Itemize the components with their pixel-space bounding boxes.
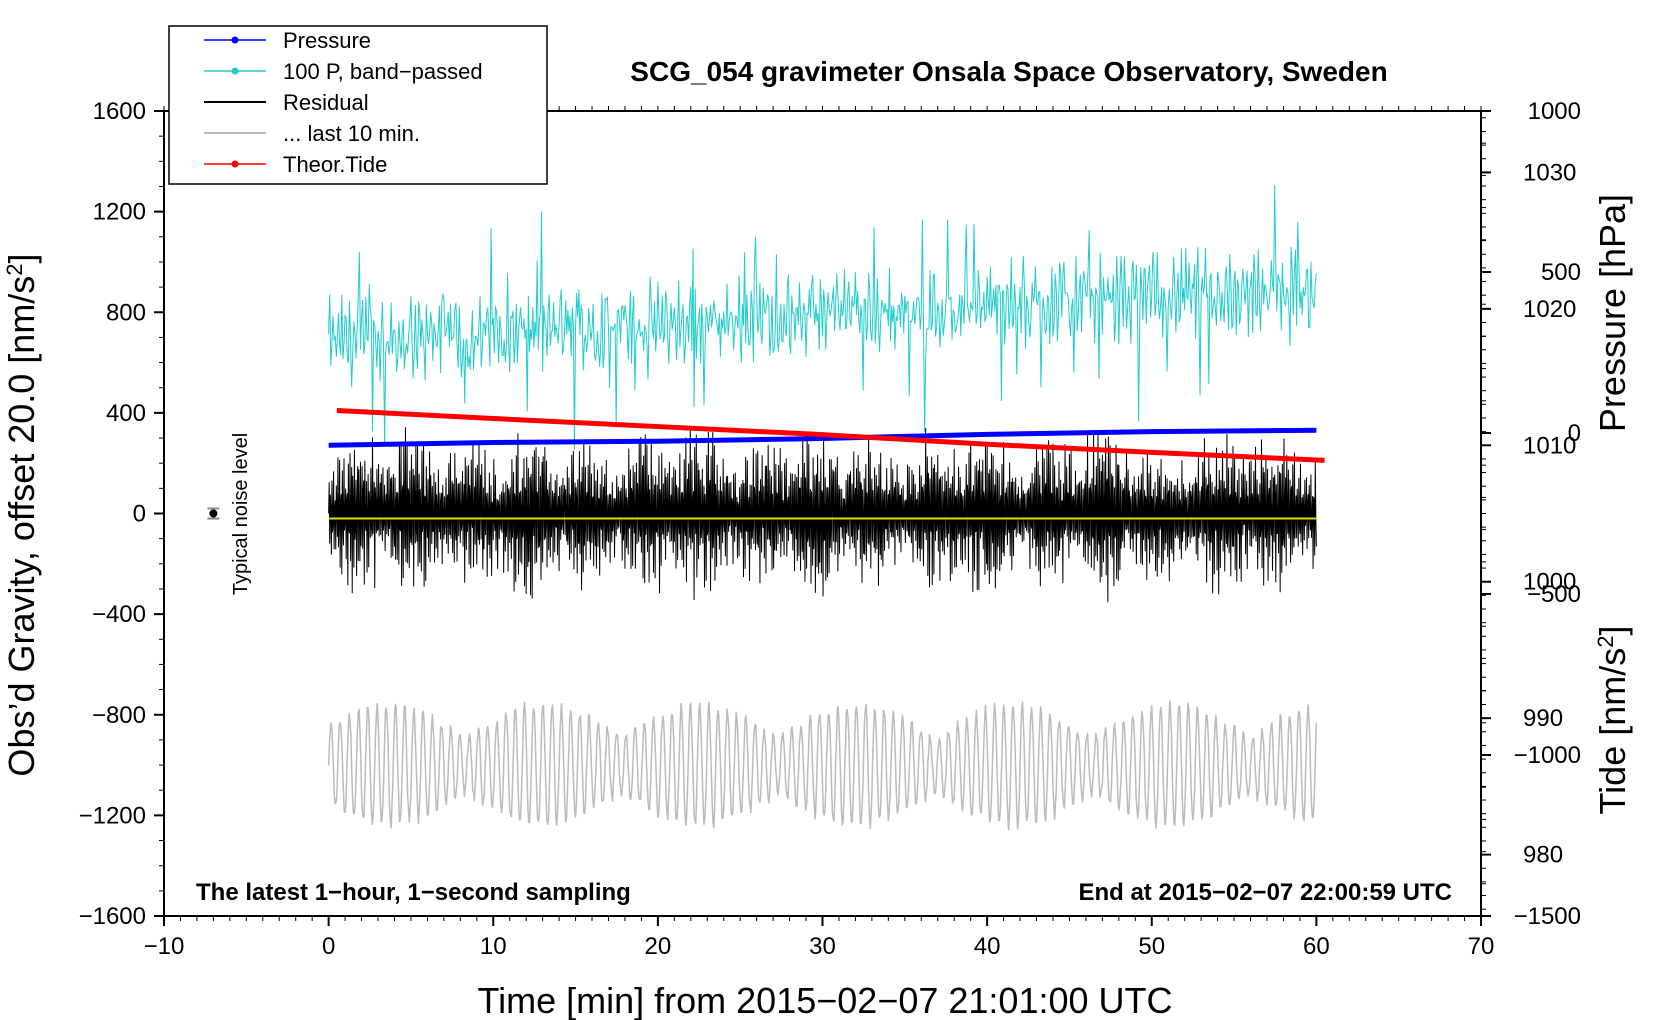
legend-item-theor-tide: Theor.Tide xyxy=(204,152,387,177)
y-tick-label: −400 xyxy=(92,601,146,628)
x-tick-label: 0 xyxy=(322,933,335,960)
x-tick-label: 70 xyxy=(1468,933,1495,960)
series-theor-tide-line xyxy=(336,407,1325,463)
bottom-left-note: The latest 1−hour, 1−second sampling xyxy=(196,879,631,906)
y-tick-label: −800 xyxy=(92,702,146,729)
x-tick-label: 60 xyxy=(1303,933,1330,960)
tide-tick-label: −500 xyxy=(1527,581,1581,608)
legend-label-band-passed: 100 P, band−passed xyxy=(283,59,483,84)
pressure-tick-label: 980 xyxy=(1523,842,1563,869)
axes-layer: −10 0 10 20 30 40 50 60 70−1600−1200−800−4000400… xyxy=(79,98,1581,960)
series-pressure-line xyxy=(328,427,1317,448)
pressure-tick-label: 1010 xyxy=(1523,432,1576,459)
legend: Pressure 100 P, band−passed Residual ...… xyxy=(168,25,548,185)
tide-tick-label: 500 xyxy=(1541,259,1581,286)
tide-tick-label: −1000 xyxy=(1514,742,1581,769)
legend-label-last-10-min: ... last 10 min. xyxy=(283,121,420,146)
legend-label-theor-tide: Theor.Tide xyxy=(283,152,387,177)
pressure-tick-label: 990 xyxy=(1523,705,1563,732)
legend-item-last-10-min: ... last 10 min. xyxy=(204,121,420,146)
pressure-tick-label: 1030 xyxy=(1523,159,1576,186)
bottom-right-note: End at 2015−02−07 22:00:59 UTC xyxy=(1078,879,1452,906)
y-tick-label: −1600 xyxy=(79,903,146,930)
y-axis-label-tide-main: Tide [nm/s xyxy=(1592,648,1633,815)
series-residual-line xyxy=(328,427,1317,603)
legend-item-pressure: Pressure xyxy=(204,28,371,53)
y-tick-label: 0 xyxy=(133,501,146,528)
legend-marker-band-passed xyxy=(231,67,239,75)
y-tick-label: 400 xyxy=(106,400,146,427)
y-axis-label-gravity-close: ] xyxy=(1,253,42,263)
x-tick-label: 30 xyxy=(809,933,836,960)
noise-label: Typical noise level xyxy=(230,433,252,595)
legend-item-residual: Residual xyxy=(204,90,369,115)
y-tick-label: 1600 xyxy=(93,98,146,125)
legend-box xyxy=(168,25,548,185)
legend-marker-pressure xyxy=(231,36,239,44)
x-axis-label: Time [min] from 2015−02−07 21:01:00 UTC xyxy=(477,980,1172,1020)
y-tick-label: 1200 xyxy=(93,199,146,226)
noise-marker xyxy=(209,509,218,518)
y-axis-label-gravity-sup: 2 xyxy=(2,263,27,275)
tide-tick-label: 0 xyxy=(1568,420,1581,447)
legend-item-band-passed: 100 P, band−passed xyxy=(204,59,483,84)
y-axis-label-tide-sup: 2 xyxy=(1593,636,1618,648)
legend-label-pressure: Pressure xyxy=(283,28,371,53)
tide-tick-label: 1000 xyxy=(1528,98,1581,125)
y-axis-label-gravity: Obs’d Gravity, offset 20.0 [nm/s2] xyxy=(1,253,42,776)
y-axis-label-pressure: Pressure [hPa] xyxy=(1592,194,1633,432)
x-tick-label: 20 xyxy=(645,933,672,960)
legend-label-residual: Residual xyxy=(283,90,369,115)
legend-marker-theor-tide xyxy=(231,160,239,168)
x-tick-label: 50 xyxy=(1138,933,1165,960)
y-axis-label-tide: Tide [nm/s2] xyxy=(1592,626,1633,815)
series-last-10-min-line xyxy=(327,700,1318,831)
tide-tick-label: −1500 xyxy=(1514,903,1581,930)
y-tick-label: 800 xyxy=(106,299,146,326)
series-layer xyxy=(327,184,1325,831)
x-tick-label: −10 xyxy=(144,933,185,960)
noise-indicator: Typical noise level xyxy=(207,433,252,595)
y-axis-label-gravity-main: Obs’d Gravity, offset 20.0 [nm/s xyxy=(1,276,42,777)
y-tick-label: −1200 xyxy=(79,802,146,829)
series-band-passed-line xyxy=(328,184,1317,450)
chart-title: SCG_054 gravimeter Onsala Space Observat… xyxy=(630,56,1387,87)
x-tick-label: 40 xyxy=(974,933,1001,960)
pressure-tick-label: 1020 xyxy=(1523,296,1576,323)
x-tick-label: 10 xyxy=(480,933,507,960)
y-axis-label-tide-close: ] xyxy=(1592,626,1633,636)
pressure-tick-label: 1000 xyxy=(1523,569,1576,596)
